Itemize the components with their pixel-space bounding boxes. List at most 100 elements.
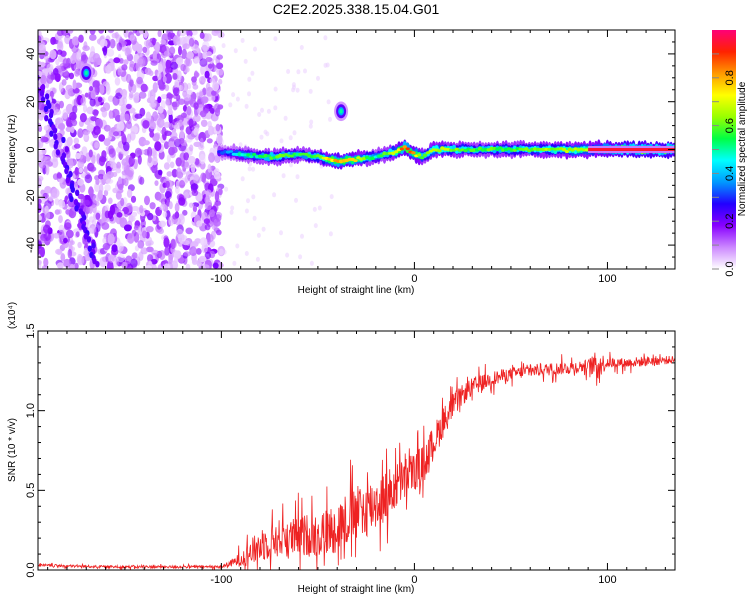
colorbar-tick-label: 0.0	[724, 261, 736, 276]
noise-blob	[71, 36, 80, 46]
noise-blob	[95, 212, 101, 220]
track-segment	[40, 83, 46, 91]
noise-blob	[121, 133, 127, 143]
x-tick-label: 0	[411, 273, 417, 285]
noise-blob	[165, 180, 170, 189]
noise-blob	[196, 92, 200, 98]
noise-blob	[209, 107, 215, 114]
snr-x-axis-label: Height of straight line (km)	[298, 584, 415, 595]
noise-blob	[164, 130, 172, 136]
noise-blob	[180, 63, 186, 72]
noise-blob	[174, 202, 180, 213]
ridge-cell	[437, 149, 442, 153]
track-segment	[49, 130, 54, 137]
noise-blob	[154, 132, 161, 138]
noise-blob	[110, 163, 117, 169]
noise-blob	[123, 177, 129, 187]
noise-blob	[200, 96, 209, 104]
noise-blob	[257, 112, 262, 117]
noise-blob	[95, 221, 101, 233]
noise-blob	[89, 86, 94, 92]
noise-blob	[172, 36, 181, 42]
noise-blob	[80, 96, 87, 106]
noise-blob	[75, 231, 80, 238]
noise-blob	[117, 68, 122, 76]
noise-blob	[139, 176, 145, 185]
noise-blob	[108, 255, 115, 263]
noise-blob	[70, 126, 75, 134]
spectrogram-frame	[37, 29, 676, 270]
noise-blob	[53, 232, 61, 239]
noise-blob	[38, 150, 44, 160]
noise-blob	[191, 259, 198, 265]
noise-blob	[144, 195, 150, 206]
noise-blob	[186, 51, 194, 60]
noise-blob	[68, 72, 75, 80]
noise-blob	[88, 186, 94, 196]
noise-blob	[61, 79, 67, 86]
noise-blob	[74, 69, 80, 77]
noise-blob	[183, 152, 190, 161]
noise-blob	[185, 126, 192, 135]
noise-blob	[179, 129, 185, 141]
noise-blob	[158, 63, 163, 73]
noise-blob	[163, 141, 170, 150]
track-segment	[95, 261, 100, 268]
noise-blob	[121, 64, 128, 71]
noise-blob	[78, 34, 84, 43]
noise-blob	[251, 166, 256, 172]
noise-blob	[118, 242, 124, 252]
ridge-cell	[561, 147, 567, 152]
noise-blob	[157, 193, 165, 203]
track-segment	[43, 105, 49, 113]
noise-blob	[199, 91, 204, 97]
ridge-cell	[417, 153, 422, 157]
noise-blob	[167, 32, 172, 41]
noise-blob	[136, 43, 143, 54]
noise-blob	[240, 38, 245, 43]
noise-blob	[66, 136, 73, 147]
noise-blob	[204, 182, 211, 192]
noise-blob	[74, 82, 83, 89]
noise-blob	[127, 232, 135, 244]
snr-y-tick-labels: 0.0 0.5 1.0 1.5	[25, 323, 37, 577]
noise-blob	[186, 105, 192, 116]
noise-blob	[102, 243, 111, 250]
noise-blob	[166, 171, 173, 177]
noise-blob	[213, 30, 222, 34]
colorbar-tick-label: 0.4	[724, 166, 736, 181]
noise-blob	[105, 178, 114, 184]
noise-blob	[208, 152, 215, 163]
noise-blob	[273, 105, 278, 111]
noise-blob	[285, 252, 290, 258]
noise-blob	[58, 215, 63, 224]
noise-blob	[70, 119, 78, 127]
noise-blob	[165, 59, 170, 70]
noise-blob	[75, 152, 81, 160]
noise-blob	[125, 121, 132, 130]
noise-blob	[38, 109, 44, 121]
noise-blob	[204, 202, 212, 211]
noise-blob	[74, 166, 79, 176]
spectrogram-x-axis-label: Height of straight line (km)	[298, 285, 415, 296]
track-segment	[39, 90, 45, 97]
ridge-cell	[249, 155, 254, 159]
noise-blob	[273, 36, 278, 42]
noise-blob	[77, 178, 84, 186]
noise-blob	[162, 211, 168, 218]
noise-blob	[63, 237, 68, 244]
noise-blob	[65, 84, 73, 92]
noise-blob	[84, 199, 90, 206]
noise-blob	[38, 259, 42, 265]
ridge-band-core	[588, 148, 675, 151]
noise-blob	[279, 138, 284, 144]
noise-blob	[247, 76, 252, 82]
noise-blob	[38, 30, 42, 38]
noise-blob	[166, 154, 171, 164]
colorbar: 0.0 0.2 0.4 0.6 0.8 Normalized spectral ampl…	[712, 30, 748, 277]
noise-blob	[299, 45, 304, 50]
noise-blob	[52, 156, 58, 162]
spectrogram-y-tick-labels: -40 -20 0 20 40	[25, 48, 37, 253]
track-segment	[44, 93, 50, 100]
noise-blob	[165, 93, 174, 99]
